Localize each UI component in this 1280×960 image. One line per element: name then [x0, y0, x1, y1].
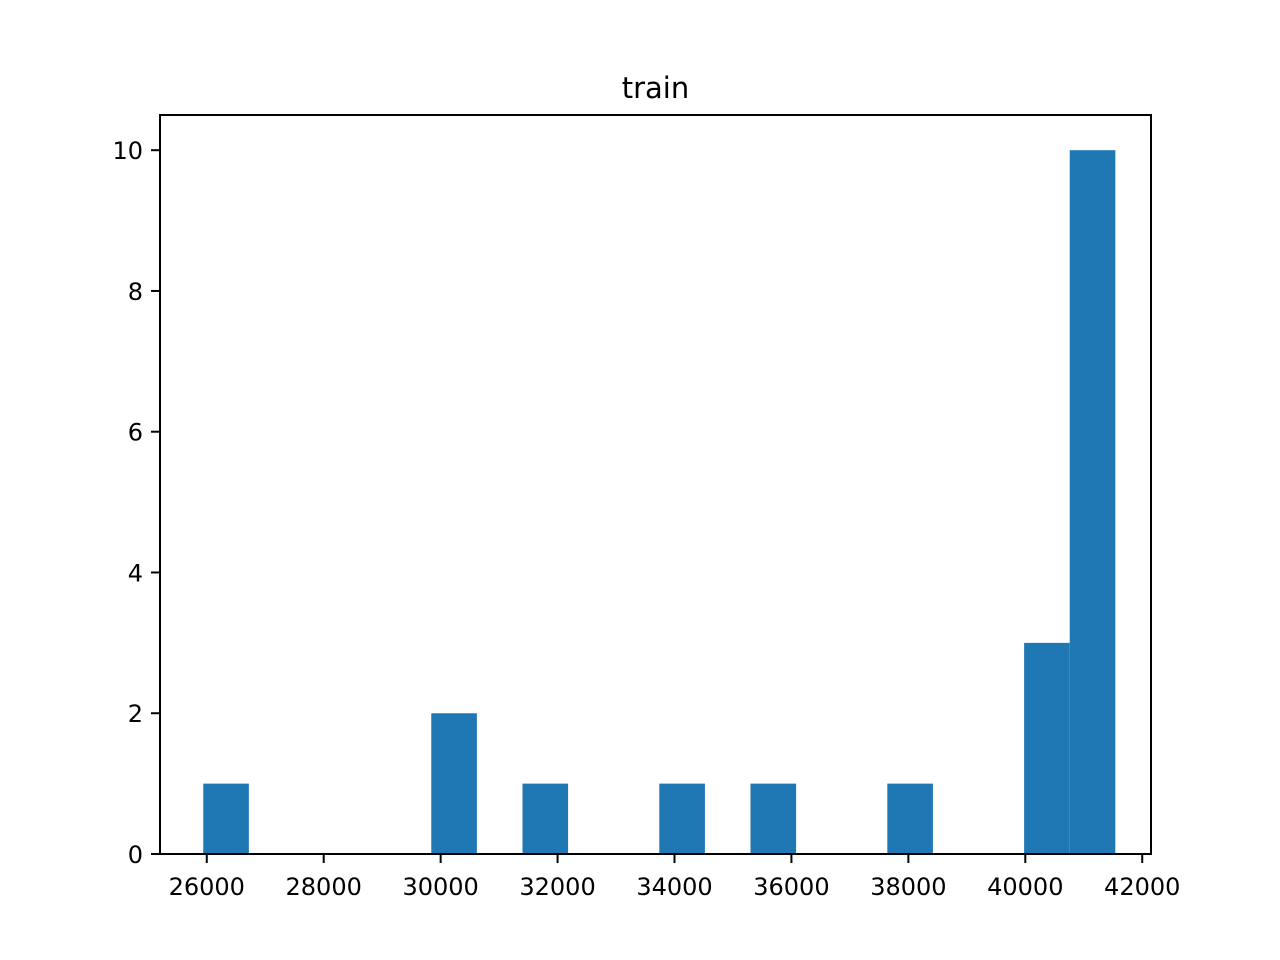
plot-frame: [159, 114, 1152, 855]
x-tick-label: 34000: [636, 873, 712, 901]
histogram-bar-5: [887, 783, 933, 854]
x-tick-label: 32000: [519, 873, 595, 901]
chart-title: train: [622, 71, 690, 105]
histogram-bar-6: [1024, 642, 1070, 854]
histogram-bar-3: [659, 783, 705, 854]
histogram-bar-7: [1069, 150, 1116, 854]
x-tick-label: 36000: [753, 873, 829, 901]
x-tick-label: 42000: [1104, 873, 1180, 901]
bars-layer: [203, 150, 1116, 854]
x-tick-label: 26000: [169, 873, 245, 901]
y-axis-ticks: 0 2 4 6 8 10: [112, 137, 160, 869]
histogram-bar-1: [431, 713, 477, 854]
histogram-bar-2: [522, 783, 569, 854]
y-tick-label: 6: [128, 419, 143, 447]
histogram-bar-4: [750, 783, 797, 854]
y-tick-label: 2: [128, 700, 143, 728]
y-tick-label: 0: [128, 841, 143, 869]
y-tick-label: 8: [128, 278, 143, 306]
x-axis-ticks: 26000 28000 30000 32000 34000 36000 38000 40000…: [169, 854, 1180, 901]
x-tick-label: 28000: [286, 873, 362, 901]
x-tick-label: 38000: [870, 873, 946, 901]
x-tick-label: 40000: [987, 873, 1063, 901]
histogram-bar-0: [203, 783, 249, 854]
y-tick-label: 10: [112, 137, 143, 165]
y-tick-label: 4: [128, 559, 143, 587]
x-tick-label: 30000: [402, 873, 478, 901]
